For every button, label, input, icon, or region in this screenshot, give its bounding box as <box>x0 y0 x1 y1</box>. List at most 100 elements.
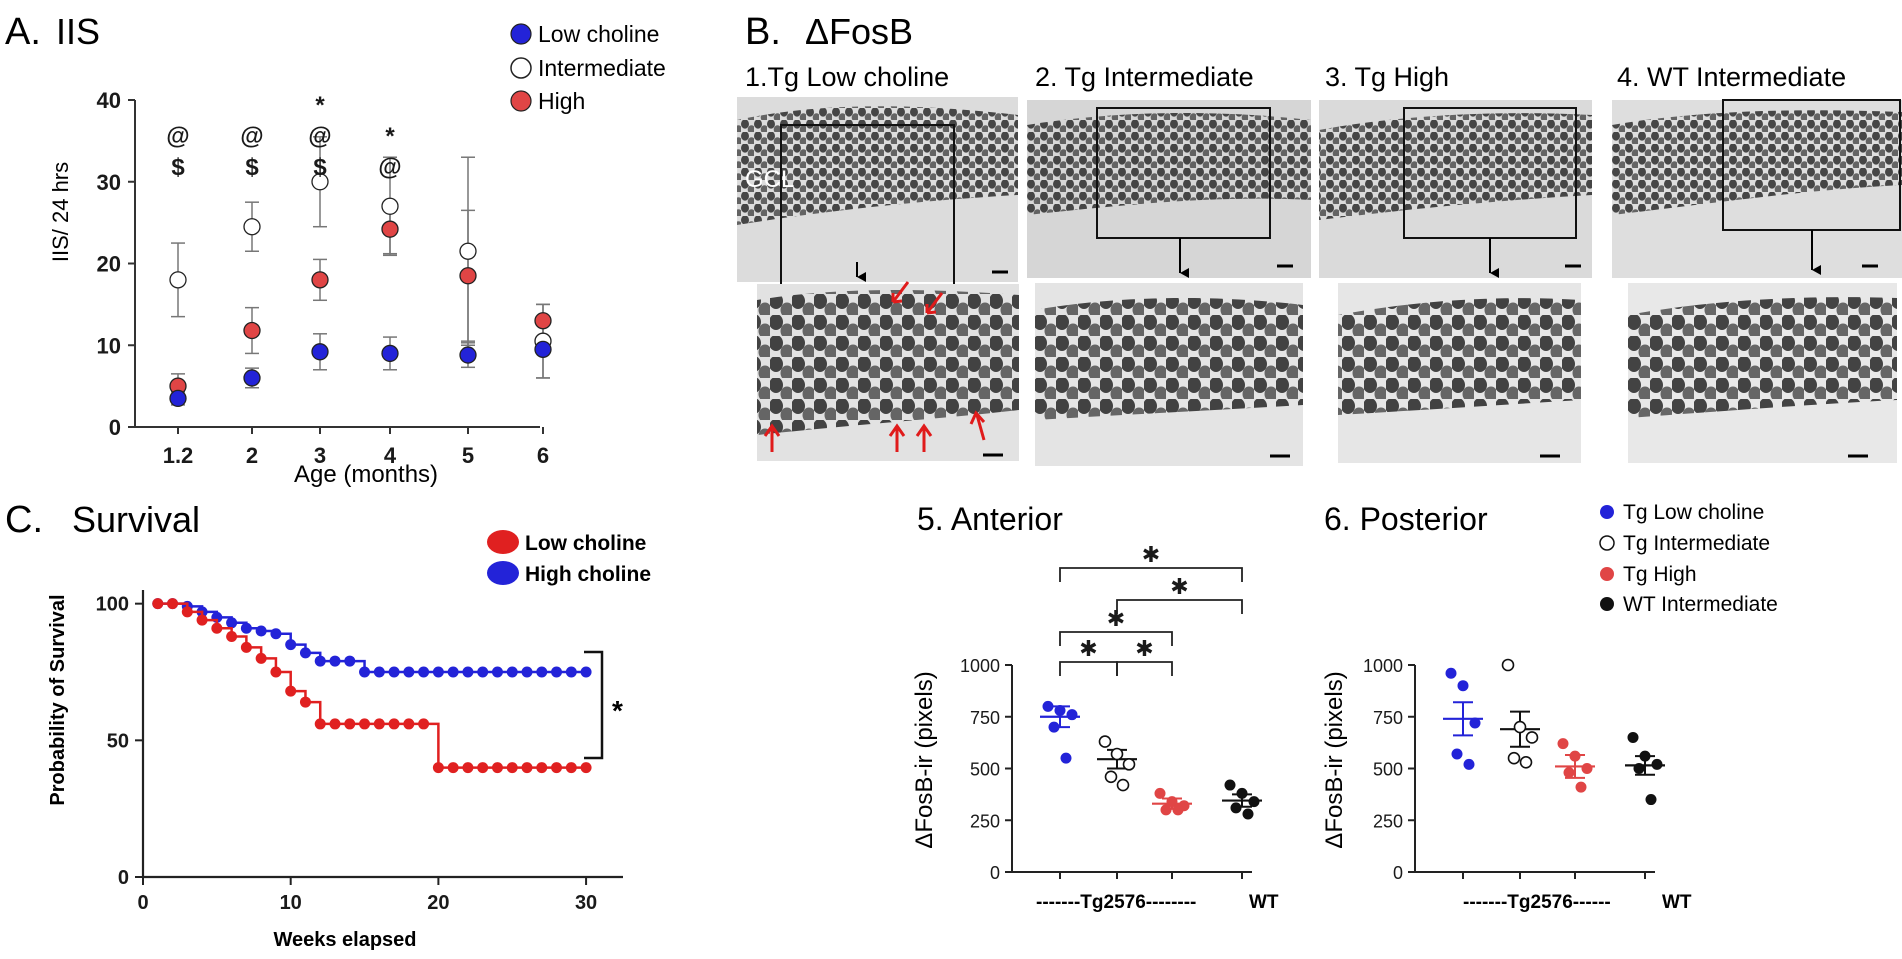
iis-point <box>311 173 329 191</box>
fosb-legend-high: Tg High <box>1623 563 1697 586</box>
posterior-point <box>1463 758 1475 770</box>
survival-y-tick-label: 50 <box>107 730 129 752</box>
anterior-title: 5. Anterior <box>917 501 1063 537</box>
survival-point <box>388 718 400 730</box>
anterior-wt-label: WT <box>1249 892 1279 913</box>
posterior-y-tick-label: 0 <box>1393 863 1403 883</box>
image-title-2: 2. Tg Intermediate <box>1035 62 1254 92</box>
iis-point <box>169 389 187 408</box>
survival-point <box>536 762 548 774</box>
survival-point <box>373 666 385 678</box>
iis-point <box>311 343 329 361</box>
posterior-y-axis-title: ΔFosB-ir (pixels) <box>1321 671 1348 848</box>
survival-point <box>462 666 474 678</box>
panel-c-title: Survival <box>72 499 200 540</box>
iis-significance-mark: $ <box>245 154 259 181</box>
posterior-point <box>1469 717 1481 729</box>
iis-y-axis-title: IIS/ 24 hrs <box>48 162 73 262</box>
survival-point <box>418 718 430 730</box>
survival-x-tick-label: 30 <box>575 892 597 914</box>
survival-point <box>447 762 459 774</box>
micrograph-2-low-magnification <box>1027 100 1311 278</box>
iis-legend-marker-intermediate <box>510 57 532 79</box>
fosb-legend-marker-low <box>1600 505 1614 519</box>
survival-point <box>403 718 415 730</box>
anterior-y-tick-label: 750 <box>970 708 1000 728</box>
panel-a-letter: A. <box>5 11 41 53</box>
posterior-point <box>1513 720 1527 734</box>
survival-point <box>240 622 252 634</box>
iis-point <box>381 344 399 363</box>
survival-point <box>181 606 193 618</box>
survival-point <box>270 628 282 640</box>
anterior-point <box>1242 808 1254 820</box>
survival-point <box>167 598 179 610</box>
survival-point <box>240 641 252 653</box>
anterior-y-tick-label: 0 <box>990 863 1000 883</box>
iis-legend: Low choline Intermediate High <box>510 21 666 114</box>
anterior-point <box>1122 758 1136 771</box>
iis-point <box>243 321 261 340</box>
survival-x-axis-title: Weeks elapsed <box>273 929 416 951</box>
survival-point <box>521 666 533 678</box>
anterior-y-tick-label: 1000 <box>960 656 1000 676</box>
survival-point <box>226 617 238 629</box>
posterior-wt-label: WT <box>1662 892 1692 913</box>
survival-point <box>506 762 518 774</box>
posterior-chart: 0 250 500 750 1000 <box>1363 656 1665 883</box>
iis-x-tick-label: 4 <box>384 443 397 468</box>
survival-legend-low: Low choline <box>525 532 646 555</box>
anterior-group-label: -------Tg2576-------- <box>1036 892 1196 913</box>
fosb-legend-marker-high <box>1600 567 1614 581</box>
micrograph-4-low-magnification <box>1612 99 1902 278</box>
iis-point <box>459 267 477 285</box>
survival-point <box>403 666 415 678</box>
iis-x-axis-title: Age (months) <box>294 461 438 488</box>
survival-point <box>565 666 577 678</box>
posterior-title: 6. Posterior <box>1324 501 1488 537</box>
posterior-point <box>1557 738 1569 750</box>
survival-point <box>255 625 267 637</box>
survival-point <box>270 666 282 678</box>
iis-y-tick-label: 40 <box>97 88 121 113</box>
micrograph-4-high-magnification <box>1628 283 1897 463</box>
survival-point <box>418 666 430 678</box>
anterior-point <box>1066 709 1078 721</box>
panel-b-letter: B. <box>745 11 781 53</box>
survival-point <box>388 666 400 678</box>
micrograph-3-high-magnification <box>1338 283 1581 463</box>
posterior-point <box>1451 748 1463 760</box>
fosb-legend-low: Tg Low choline <box>1623 501 1764 524</box>
anterior-comparison-bracket <box>1059 567 1243 582</box>
survival-point <box>432 762 444 774</box>
anterior-comparison-star: ✱ <box>1135 636 1153 661</box>
micrograph-1-high-magnification <box>757 281 1019 461</box>
panel-c-letter: C. <box>5 499 43 541</box>
survival-point <box>491 762 503 774</box>
survival-point <box>196 614 208 626</box>
posterior-point <box>1563 767 1575 779</box>
anterior-comparison-bracket <box>1059 661 1118 676</box>
survival-point <box>477 762 489 774</box>
posterior-group-label: -------Tg2576------ <box>1463 892 1611 913</box>
iis-point <box>534 312 552 330</box>
survival-point <box>536 666 548 678</box>
survival-legend: Low choline High choline <box>487 530 651 586</box>
survival-point <box>299 696 311 708</box>
posterior-point <box>1651 758 1663 770</box>
survival-point <box>226 630 238 642</box>
survival-point <box>551 666 563 678</box>
fosb-legend-wt: WT Intermediate <box>1623 593 1778 616</box>
iis-significance-mark: * <box>385 123 395 150</box>
iis-x-tick-label: 2 <box>246 443 258 468</box>
anterior-point <box>1098 735 1112 748</box>
panel-a-title: IIS <box>56 11 100 52</box>
posterior-point <box>1445 667 1457 679</box>
anterior-point <box>1230 802 1242 814</box>
survival-point <box>477 666 489 678</box>
iis-point <box>381 220 399 238</box>
survival-point <box>373 718 385 730</box>
anterior-comparison-star: ✱ <box>1142 542 1160 567</box>
fosb-legend: Tg Low choline Tg Intermediate Tg High W… <box>1599 501 1778 616</box>
anterior-comparison-bracket <box>1116 661 1173 676</box>
